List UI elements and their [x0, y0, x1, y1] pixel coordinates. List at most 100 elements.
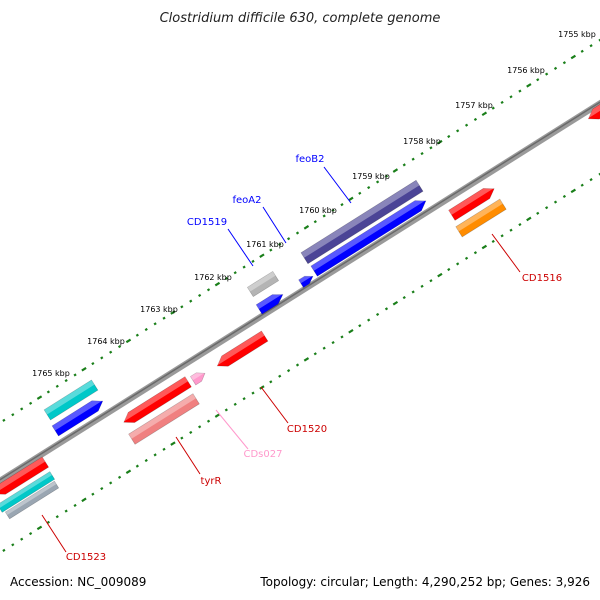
gene-CD1516-orange[interactable]	[455, 198, 507, 238]
ruler-tick-label: 1757 kbp	[455, 101, 493, 110]
ruler-inner-mark	[509, 228, 513, 232]
ruler-outer-mark	[570, 54, 577, 60]
ruler-inner-mark	[553, 200, 558, 204]
gene-label-feoB2[interactable]: feoB2	[295, 154, 324, 165]
gene-CD1523-cyan[interactable]	[0, 471, 56, 513]
ruler-outer-mark	[536, 78, 540, 82]
ruler-outer-mark	[348, 196, 354, 202]
ruler-inner-mark	[411, 290, 415, 294]
ruler-inner-mark	[322, 346, 326, 350]
ruler-inner-mark	[331, 340, 335, 345]
ruler-outer-mark	[214, 281, 221, 287]
ruler-inner-mark	[224, 408, 228, 412]
gene-CD1520[interactable]	[214, 330, 269, 371]
ruler-tick-label: 1759 kbp	[352, 172, 390, 181]
ruler-inner-mark	[198, 425, 202, 429]
ruler-inner-mark	[447, 267, 451, 272]
gene-CD1516-red[interactable]	[448, 184, 498, 221]
ruler-inner-mark	[11, 543, 15, 547]
ruler-outer-mark	[358, 191, 362, 195]
ruler-inner-mark	[473, 251, 478, 255]
ruler-outer-mark	[198, 293, 202, 298]
ruler-tick-label: 1758 kbp	[403, 137, 441, 146]
ruler-inner-mark	[491, 239, 495, 243]
gene-label-feoA2[interactable]: feoA2	[233, 195, 262, 206]
ruler-outer-mark	[464, 123, 469, 127]
ruler-inner-mark	[46, 520, 50, 524]
ruler-outer-mark	[170, 310, 176, 315]
ruler-inner-mark	[144, 458, 148, 463]
ruler-inner-mark	[162, 447, 166, 451]
gene-small-blue-body	[298, 275, 314, 288]
ruler-outer-mark	[109, 350, 113, 354]
gene-label-CD1519[interactable]: CD1519	[187, 217, 227, 228]
ruler-outer-mark	[420, 151, 424, 156]
gene-label-CD1516[interactable]: CD1516	[522, 273, 562, 284]
ruler-inner-mark	[278, 374, 282, 378]
gene-feoA2-arrow[interactable]	[310, 196, 429, 277]
ruler-inner-mark	[518, 222, 522, 227]
ruler-inner-mark	[269, 380, 273, 384]
gene-tyrR-pink[interactable]	[128, 393, 200, 445]
ruler-tick-label: 1762 kbp	[194, 273, 232, 282]
ruler-tick-label: 1764 kbp	[87, 337, 125, 346]
gene-CD1519-grey-body	[246, 270, 280, 298]
ruler-outer-mark	[233, 271, 237, 275]
gene-CD1523-grey-highlight	[5, 481, 57, 516]
ruler-outer-mark	[481, 111, 488, 117]
ruler-inner-mark	[340, 335, 344, 339]
gene-labels: feoB2 feoA2 CD1519 CD1516 CD1520 CDs027 …	[66, 154, 562, 563]
gene-tyrR-pink-body	[128, 393, 200, 445]
accession-text: Accession: NC_009089	[10, 575, 146, 589]
ruler-outer-mark	[313, 220, 317, 224]
ruler-inner-mark	[251, 391, 255, 395]
gene-tyrR-red-body	[123, 376, 192, 423]
gene-left-cyan[interactable]	[43, 379, 99, 421]
ruler-outer-mark	[340, 203, 344, 207]
ruler-outer-mark	[73, 373, 77, 377]
gene-label-CD1520[interactable]: CD1520	[287, 424, 327, 435]
CD1523-line	[41, 514, 67, 553]
CD1516-line	[491, 233, 521, 273]
gene-CD1523-red[interactable]	[0, 456, 50, 499]
ruler-inner-mark	[2, 548, 6, 552]
gene-feoB2[interactable]	[300, 179, 424, 265]
gene-left-blue-body	[51, 400, 104, 437]
ruler-inner-mark	[580, 183, 584, 187]
ruler-inner-mark	[135, 464, 139, 468]
gene-label-CDs027[interactable]: CDs027	[244, 449, 283, 460]
gene-feoA2-arrow-body	[310, 200, 427, 277]
gene-CD1519-blue[interactable]	[255, 290, 286, 315]
gene-CD1516-orange-body	[455, 198, 507, 238]
ruler-outer-mark	[447, 134, 451, 139]
gene-small-blue[interactable]	[298, 272, 316, 288]
ruler-outer-mark	[242, 265, 246, 269]
ruler-inner-mark	[570, 188, 577, 194]
ruler-inner-mark	[429, 279, 433, 283]
ruler-inner-mark	[481, 244, 488, 250]
gene-CD1519-grey[interactable]	[246, 270, 280, 298]
ruler-outer-mark	[20, 407, 24, 411]
ruler-outer-mark	[367, 186, 371, 190]
ruler-outer-mark	[180, 305, 184, 309]
ruler-outer-mark	[55, 384, 59, 388]
gene-CDs027[interactable]	[189, 369, 207, 386]
ruler-inner-mark	[73, 503, 77, 508]
gene-tyrR-red[interactable]	[121, 376, 192, 428]
gene-left-blue[interactable]	[51, 396, 106, 437]
ruler-inner-mark	[64, 509, 68, 513]
ruler-inner-mark	[117, 475, 122, 479]
ruler-inner-mark	[437, 272, 443, 278]
ruler-inner-mark	[91, 492, 95, 496]
ruler-outer-mark	[392, 168, 399, 173]
ruler-outer-mark	[303, 225, 310, 230]
gene-label-CD1523[interactable]: CD1523	[66, 552, 106, 563]
gene-label-tyrR[interactable]: tyrR	[201, 476, 222, 487]
ruler-inner-mark	[295, 363, 300, 367]
ruler-outer-mark	[287, 237, 291, 241]
ruler-inner-mark	[589, 178, 593, 182]
gene-CD1523-grey[interactable]	[4, 480, 60, 520]
gene-CD1523-red-body	[0, 456, 50, 495]
ruler-inner-mark	[153, 453, 157, 457]
